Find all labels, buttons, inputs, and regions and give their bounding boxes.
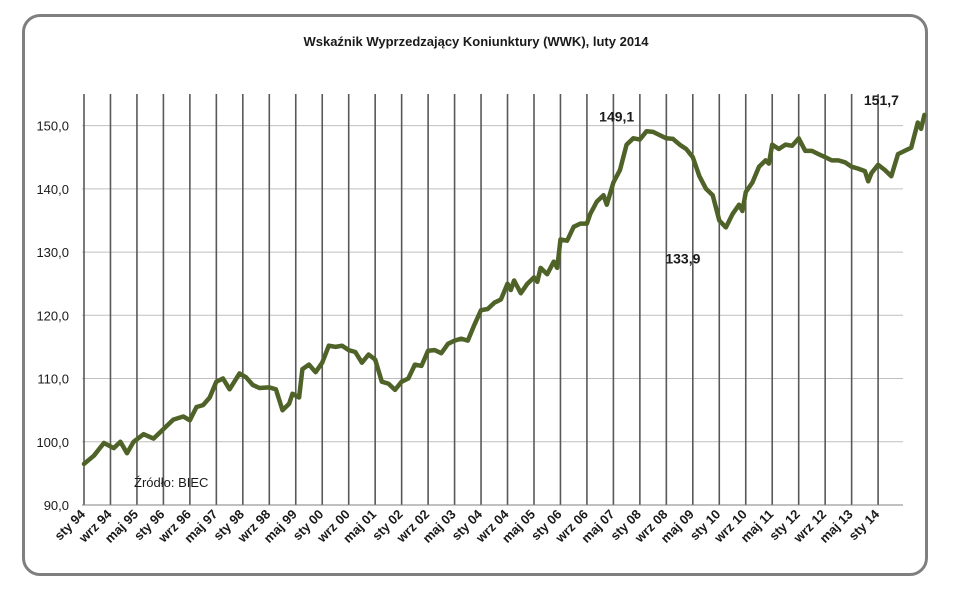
y-axis-ticks: 90,0 100,0 110,0 120,0 130,0 140,0 150,0 [36, 119, 69, 513]
annotations: 149,1 133,9 151,7 [599, 92, 899, 267]
y-tick-label: 130,0 [36, 245, 69, 260]
y-tick-label: 120,0 [36, 308, 69, 323]
annotation-label: 149,1 [599, 108, 634, 124]
y-tick-label: 140,0 [36, 182, 69, 197]
y-tick-label: 100,0 [36, 435, 69, 450]
chart-title: Wskaźnik Wyprzedzający Koniunktury (WWK)… [303, 34, 649, 49]
source-note: Źródło: BIEC [134, 475, 208, 490]
y-tick-label: 90,0 [44, 498, 69, 513]
chart-frame [22, 14, 928, 576]
annotation-label: 133,9 [665, 250, 700, 266]
x-tick-label: sty 14 [846, 506, 883, 543]
annotation-label: 151,7 [864, 92, 899, 108]
series-line-wwk [81, 112, 927, 467]
y-tick-label: 110,0 [37, 372, 69, 387]
grid [82, 94, 903, 506]
y-tick-label: 150,0 [36, 119, 69, 134]
